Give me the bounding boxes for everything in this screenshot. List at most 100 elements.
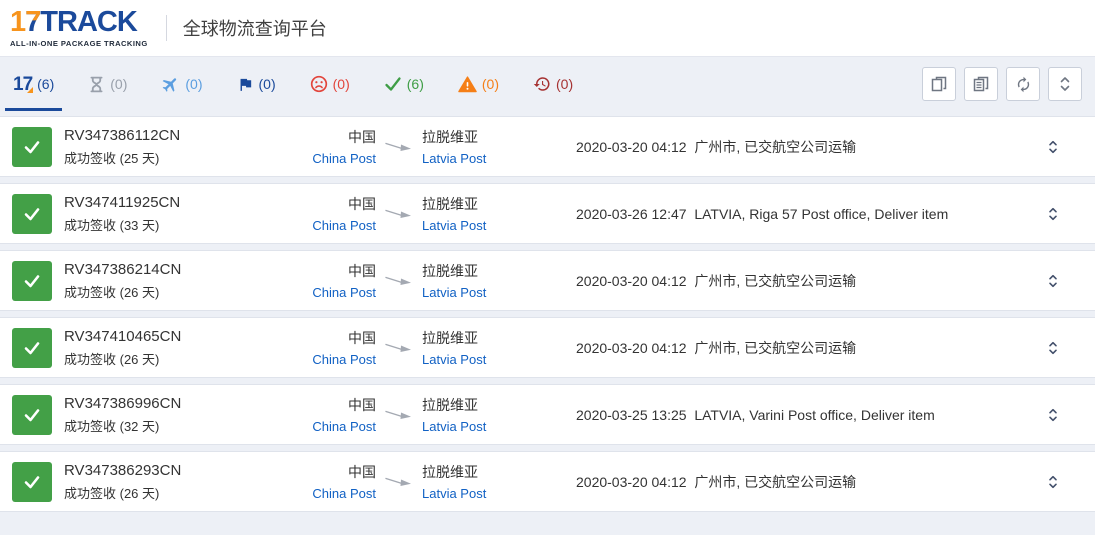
route-arrow-icon bbox=[376, 208, 422, 220]
flag-icon bbox=[237, 76, 254, 93]
destination-carrier-link[interactable]: Latvia Post bbox=[422, 285, 487, 300]
tracking-number[interactable]: RV347386214CN bbox=[64, 260, 182, 278]
unfold-icon bbox=[1049, 274, 1057, 287]
delivery-status: 成功签收 (26 天) bbox=[64, 485, 160, 501]
origin-carrier-link[interactable]: China Post bbox=[312, 419, 376, 434]
tab-all-shipments[interactable]: 17 (6) bbox=[5, 57, 63, 111]
delivery-status: 成功签收 (33 天) bbox=[64, 217, 160, 233]
origin-country: 中国 bbox=[348, 263, 376, 279]
tab-expired[interactable]: (0) bbox=[525, 57, 581, 111]
shipment-info: RV347386996CN 成功签收 (32 天) bbox=[64, 395, 276, 435]
origin-carrier-link[interactable]: China Post bbox=[312, 151, 376, 166]
origin-block: 中国 China Post bbox=[276, 462, 376, 501]
row-expand-toggle[interactable] bbox=[1048, 207, 1058, 220]
site-header: 1 7 7 TRACK ALL-IN-ONE PACKAGE TRACKING 全球物… bbox=[0, 0, 1095, 57]
unfold-icon bbox=[1060, 77, 1070, 91]
tracking-row[interactable]: RV347411925CN 成功签收 (33 天) 中国 China Post … bbox=[0, 183, 1095, 244]
tracking-number[interactable]: RV347411925CN bbox=[64, 193, 181, 211]
tab-count: (0) bbox=[332, 76, 350, 92]
destination-carrier-link[interactable]: Latvia Post bbox=[422, 486, 487, 501]
status-tab-bar: 17 (6) (0) (0) (0) bbox=[0, 57, 1095, 111]
delivered-check-icon bbox=[12, 193, 52, 234]
refresh-button[interactable] bbox=[1006, 67, 1040, 101]
unfold-icon bbox=[1049, 140, 1057, 153]
copy-content-button[interactable] bbox=[964, 67, 998, 101]
tab-count: (0) bbox=[556, 76, 574, 92]
destination-block: 拉脱维亚 Latvia Post bbox=[422, 328, 552, 367]
route-arrow-icon bbox=[376, 476, 422, 488]
site-logo[interactable]: 1 7 7 TRACK ALL-IN-ONE PACKAGE TRACKING bbox=[10, 8, 148, 48]
shipment-info: RV347410465CN 成功签收 (26 天) bbox=[64, 328, 276, 368]
logo-digit-7-orange-overlay: 7 bbox=[25, 6, 41, 39]
unfold-icon bbox=[1049, 408, 1057, 421]
delivery-status: 成功签收 (32 天) bbox=[64, 418, 160, 434]
tracking-row[interactable]: RV347386214CN 成功签收 (26 天) 中国 China Post … bbox=[0, 250, 1095, 311]
tracking-row[interactable]: RV347410465CN 成功签收 (26 天) 中国 China Post … bbox=[0, 317, 1095, 378]
delivery-status: 成功签收 (26 天) bbox=[64, 351, 160, 367]
destination-country: 拉脱维亚 bbox=[422, 129, 478, 145]
tab-pick-up[interactable]: (0) bbox=[229, 57, 284, 111]
latest-event: 2020-03-25 13:25 LATVIA, Varini Post off… bbox=[576, 406, 935, 423]
row-expand-toggle[interactable] bbox=[1048, 140, 1058, 153]
expand-all-button[interactable] bbox=[1048, 67, 1082, 101]
destination-block: 拉脱维亚 Latvia Post bbox=[422, 194, 552, 233]
tab-count: (0) bbox=[481, 76, 500, 92]
destination-carrier-link[interactable]: Latvia Post bbox=[422, 151, 487, 166]
copy-button[interactable] bbox=[922, 67, 956, 101]
tracking-number[interactable]: RV347386293CN bbox=[64, 461, 182, 479]
list-toolbar bbox=[922, 67, 1095, 101]
logo-track-word: TRACK bbox=[40, 6, 137, 39]
sad-face-icon bbox=[310, 75, 328, 93]
tab-alert[interactable]: (0) bbox=[450, 57, 507, 111]
tracking-row[interactable]: RV347386996CN 成功签收 (32 天) 中国 China Post … bbox=[0, 384, 1095, 445]
destination-country: 拉脱维亚 bbox=[422, 330, 478, 346]
row-expand-toggle[interactable] bbox=[1048, 408, 1058, 421]
tracking-number[interactable]: RV347386112CN bbox=[64, 126, 181, 144]
route-arrow-icon bbox=[376, 141, 422, 153]
tab-undelivered[interactable]: (0) bbox=[302, 57, 358, 111]
latest-event: 2020-03-20 04:12 广州市, 已交航空公司运输 bbox=[576, 339, 857, 356]
origin-carrier-link[interactable]: China Post bbox=[312, 218, 376, 233]
unfold-icon bbox=[1049, 341, 1057, 354]
tracking-number[interactable]: RV347410465CN bbox=[64, 327, 182, 345]
tab-delivered[interactable]: (6) bbox=[376, 57, 432, 111]
tab-pending[interactable]: (0) bbox=[80, 57, 135, 111]
origin-country: 中国 bbox=[348, 464, 376, 480]
delivery-status: 成功签收 (26 天) bbox=[64, 284, 160, 300]
destination-carrier-link[interactable]: Latvia Post bbox=[422, 218, 487, 233]
origin-block: 中国 China Post bbox=[276, 261, 376, 300]
origin-block: 中国 China Post bbox=[276, 127, 376, 166]
destination-block: 拉脱维亚 Latvia Post bbox=[422, 462, 552, 501]
row-expand-toggle[interactable] bbox=[1048, 475, 1058, 488]
tracking-number[interactable]: RV347386996CN bbox=[64, 394, 182, 412]
tracking-row[interactable]: RV347386293CN 成功签收 (26 天) 中国 China Post … bbox=[0, 451, 1095, 512]
route-arrow-icon bbox=[376, 275, 422, 287]
unfold-icon bbox=[1049, 207, 1057, 220]
origin-country: 中国 bbox=[348, 397, 376, 413]
origin-carrier-link[interactable]: China Post bbox=[312, 486, 376, 501]
delivered-check-icon bbox=[12, 260, 52, 301]
logo-digit-1: 1 bbox=[10, 6, 26, 39]
row-expand-toggle[interactable] bbox=[1048, 274, 1058, 287]
row-expand-toggle[interactable] bbox=[1048, 341, 1058, 354]
tracking-row[interactable]: RV347386112CN 成功签收 (25 天) 中国 China Post … bbox=[0, 116, 1095, 177]
tab-in-transit[interactable]: (0) bbox=[153, 57, 210, 111]
origin-carrier-link[interactable]: China Post bbox=[312, 352, 376, 367]
tab-count: (6) bbox=[406, 76, 424, 92]
header-divider bbox=[165, 15, 167, 41]
destination-carrier-link[interactable]: Latvia Post bbox=[422, 352, 487, 367]
destination-carrier-link[interactable]: Latvia Post bbox=[422, 419, 487, 434]
shipment-info: RV347386112CN 成功签收 (25 天) bbox=[64, 127, 276, 167]
destination-block: 拉脱维亚 Latvia Post bbox=[422, 395, 552, 434]
logo-tagline: ALL-IN-ONE PACKAGE TRACKING bbox=[10, 39, 148, 49]
warning-triangle-icon bbox=[458, 75, 477, 93]
shipment-info: RV347386293CN 成功签收 (26 天) bbox=[64, 462, 276, 502]
origin-carrier-link[interactable]: China Post bbox=[312, 285, 376, 300]
shipment-info: RV347411925CN 成功签收 (33 天) bbox=[64, 194, 276, 234]
copy-icon bbox=[931, 76, 947, 92]
tab-count: (0) bbox=[185, 76, 203, 92]
logo-17track: 1 7 7 TRACK bbox=[10, 8, 148, 37]
tracking-list: RV347386112CN 成功签收 (25 天) 中国 China Post … bbox=[0, 116, 1095, 512]
latest-event: 2020-03-20 04:12 广州市, 已交航空公司运输 bbox=[576, 272, 857, 289]
